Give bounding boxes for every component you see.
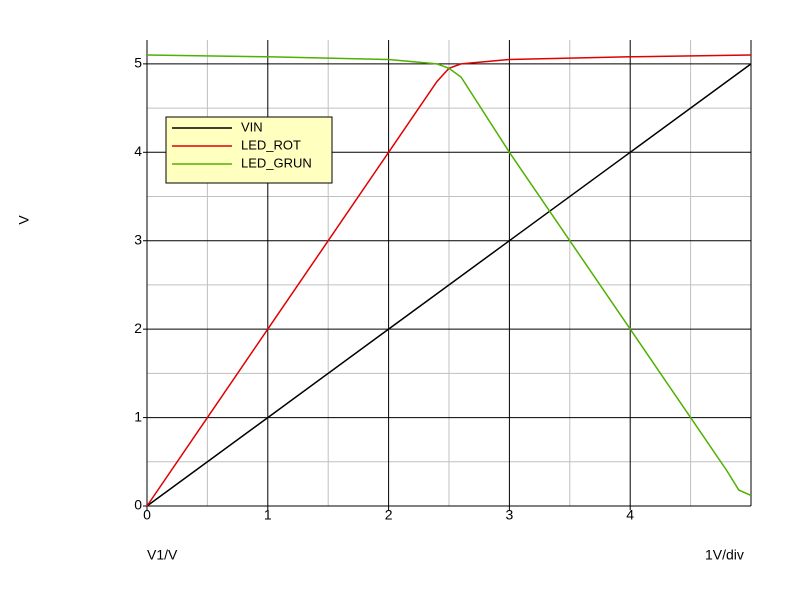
legend-label: VIN: [241, 119, 263, 134]
legend: VIN LED_ROT LED_GRUN: [165, 116, 333, 184]
y-axis-label: V: [16, 215, 32, 225]
x-tick-label: 4: [626, 507, 634, 523]
y-tick-label: 1: [134, 408, 142, 424]
x-tick-label: 2: [385, 507, 393, 523]
legend-label: LED_ROT: [241, 137, 301, 152]
y-tick-label: 0: [134, 497, 142, 513]
series-line: [146, 63, 752, 507]
x-tick-label: 0: [143, 507, 151, 523]
series-line: [146, 54, 752, 497]
x-tick-label: 3: [506, 507, 514, 523]
legend-label: LED_GRUN: [241, 155, 312, 170]
x-scale-note: 1V/div: [705, 547, 744, 563]
y-tick-label: 2: [134, 320, 142, 336]
y-tick-label: 3: [134, 231, 142, 247]
y-tick-label: 5: [134, 55, 142, 71]
x-tick-label: 1: [264, 507, 272, 523]
y-tick-label: 4: [134, 143, 142, 159]
x-axis-label: V1/V: [147, 547, 178, 563]
series-line: [146, 54, 752, 507]
